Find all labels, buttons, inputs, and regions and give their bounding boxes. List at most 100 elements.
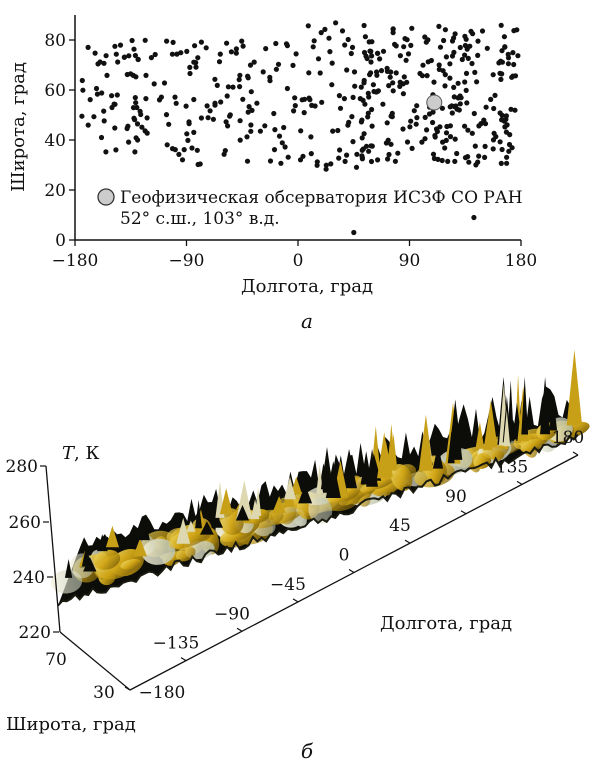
scatter-point <box>184 48 190 55</box>
scatter-point <box>285 154 291 160</box>
scatter-point <box>148 55 154 61</box>
scatter-point <box>240 43 246 49</box>
scatter-point <box>151 81 157 87</box>
scatter-point <box>498 22 504 28</box>
scatter-point <box>85 122 91 128</box>
scatter-point <box>79 113 85 119</box>
scatter-point <box>142 37 148 43</box>
scatter-point <box>502 44 508 50</box>
scatter-point <box>176 151 182 157</box>
scatter-point <box>172 94 178 100</box>
scatter-point <box>339 28 346 34</box>
scatter-point <box>437 44 444 50</box>
surface-peak <box>360 451 372 485</box>
scatter-point <box>130 105 137 111</box>
scatter-point <box>195 55 201 61</box>
scatter-point <box>397 83 403 89</box>
scatter-point <box>281 124 287 131</box>
scatter-point <box>228 49 234 55</box>
scatter-point <box>491 105 497 112</box>
scatter-point <box>216 59 223 65</box>
scatter-point <box>311 38 317 44</box>
scatter-point <box>132 95 138 101</box>
scatter-point <box>272 127 278 133</box>
scatter-point <box>163 112 170 118</box>
scatter-point <box>207 108 213 114</box>
surface-peak <box>298 484 313 504</box>
scatter-point <box>422 136 428 142</box>
z-axis-label: T, К <box>62 443 99 464</box>
scatter-point <box>499 146 505 153</box>
x-tick-label: 90 <box>399 251 421 271</box>
scatter-point <box>222 148 228 154</box>
scatter-point <box>246 104 252 110</box>
surface-peak <box>250 499 260 520</box>
scatter-point <box>104 72 110 78</box>
scatter-point <box>273 40 279 47</box>
scatter-point <box>512 107 518 113</box>
scatter-point <box>115 59 121 65</box>
scatter-point <box>462 123 468 129</box>
x-tick-label: −180 <box>52 251 99 271</box>
scatter-point <box>405 51 412 57</box>
scatter-point <box>101 118 107 124</box>
scatter-point <box>97 59 103 65</box>
scatter-point <box>392 158 398 164</box>
surface-highlight <box>93 549 121 570</box>
panel-a-caption: а <box>301 309 313 333</box>
scatter-point <box>393 70 399 76</box>
surface-peak <box>377 432 392 479</box>
scatter-point <box>290 62 296 68</box>
z-axis-line <box>45 465 61 633</box>
scatter-point <box>310 44 316 50</box>
longitude-tick-mark <box>236 627 243 632</box>
scatter-point <box>273 66 279 72</box>
scatter-point <box>318 29 324 36</box>
scatter-point <box>195 161 201 168</box>
scatter-point <box>361 77 367 84</box>
scatter-point <box>449 110 455 116</box>
scatter-point <box>452 158 458 164</box>
scatter-point <box>293 51 299 57</box>
surface-peak <box>105 525 119 548</box>
scatter-point <box>501 34 507 40</box>
scatter-point <box>407 124 413 130</box>
scatter-point <box>344 152 350 158</box>
scatter-point <box>499 117 505 123</box>
scatter-point <box>422 114 428 120</box>
surface-peak <box>325 461 341 498</box>
scatter-point <box>144 130 150 136</box>
surface-peak <box>200 521 214 535</box>
scatter-point <box>245 75 251 81</box>
scatter-point <box>178 50 184 56</box>
scatter-point <box>91 114 97 120</box>
longitude-tick-mark <box>124 686 131 691</box>
scatter-point <box>361 131 367 137</box>
scatter-point <box>212 76 218 82</box>
surface-highlight <box>141 538 176 565</box>
scatter-point <box>191 129 197 135</box>
scatter-point <box>271 110 277 117</box>
scatter-point <box>386 151 392 158</box>
scatter-point <box>465 55 471 62</box>
scatter-point <box>390 26 396 32</box>
scatter-point <box>132 52 138 59</box>
scatter-point <box>471 110 477 117</box>
surface-peak <box>483 426 493 451</box>
scatter-point <box>443 137 449 143</box>
surface-peak <box>503 410 511 447</box>
temperature-surface <box>50 349 590 607</box>
scatter-point <box>260 69 266 75</box>
scatter-point <box>374 50 381 56</box>
scatter-point <box>292 95 298 101</box>
scatter-point <box>230 84 236 90</box>
scatter-point <box>198 39 204 45</box>
scatter-point <box>451 35 457 41</box>
longitude-tick-mark <box>292 598 299 603</box>
scatter-point <box>442 83 448 89</box>
scatter-point <box>366 148 372 154</box>
scatter-point <box>291 108 297 114</box>
scatter-point <box>301 110 307 116</box>
scatter-point <box>124 71 130 78</box>
scatter-point <box>278 160 284 166</box>
